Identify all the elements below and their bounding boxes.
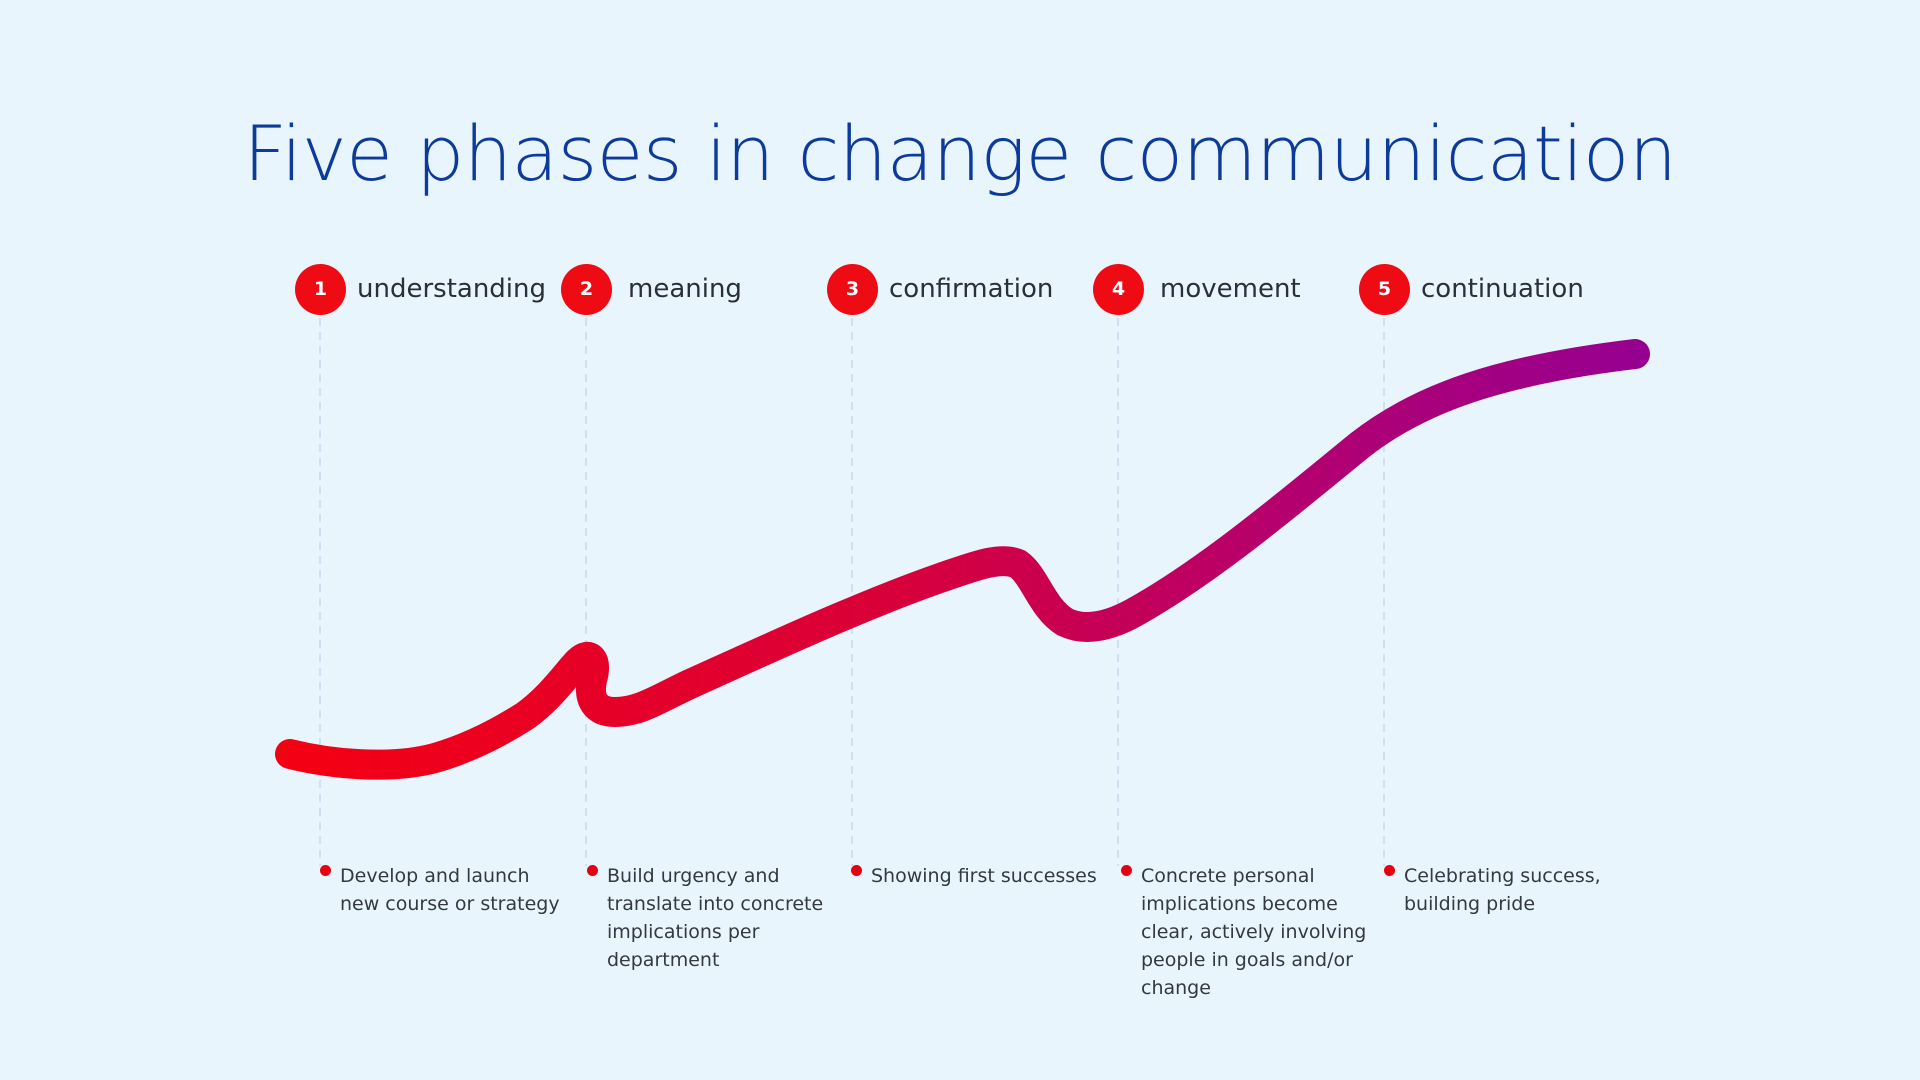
phase-description-text-5: Celebrating success, building pride [1404,865,1601,915]
phase-label-4: movement [1160,274,1301,304]
progress-curve [275,339,1650,780]
phase-number-badge-4: 4 [1093,263,1144,315]
phase-number-badge-1: 1 [295,263,346,315]
phase-header-3: 3 confirmation [827,263,1054,315]
phase-label-5: continuation [1421,274,1584,304]
phase-label-1: understanding [357,274,547,304]
phase-description-text-2: Build urgency and translate into concret… [607,865,824,971]
bullet-dot-icon [851,865,862,876]
bullet-dot-icon [587,865,598,876]
phase-guide-lines [319,318,1385,866]
phase-description-text-1: Develop and launch new course or strateg… [340,865,560,915]
phase-description-2: Build urgency and translate into concret… [587,862,827,974]
phase-label-3: confirmation [889,274,1054,304]
bullet-dot-icon [320,865,331,876]
phase-number-badge-3: 3 [827,263,878,315]
phase-description-3: Showing first successes [851,862,1111,890]
phase-header-1: 1 understanding [295,263,547,315]
phase-header-4: 4 movement [1093,263,1301,315]
phase-description-text-4: Concrete personal implications become cl… [1141,865,1367,999]
phase-number-badge-5: 5 [1359,263,1410,315]
phase-label-2: meaning [628,274,742,304]
phase-description-4: Concrete personal implications become cl… [1121,862,1367,1002]
phase-header-5: 5 continuation [1359,263,1584,315]
bullet-dot-icon [1121,865,1132,876]
phase-number-badge-2: 2 [561,263,612,315]
phase-description-1: Develop and launch new course or strateg… [320,862,560,918]
phase-description-text-3: Showing first successes [871,865,1097,887]
phase-description-5: Celebrating success, building pride [1384,862,1624,918]
bullet-dot-icon [1384,865,1395,876]
phase-header-2: 2 meaning [561,263,742,315]
page-title: Five phases in change communication [243,109,1677,198]
